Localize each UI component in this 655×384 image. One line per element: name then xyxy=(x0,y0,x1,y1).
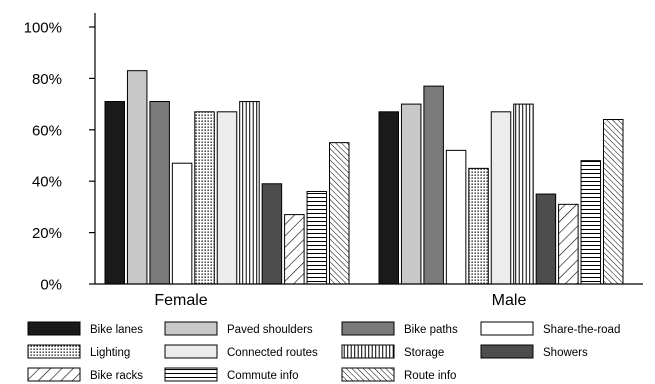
bar-female-share-the-road xyxy=(171,162,193,285)
legend-label-commute-info: Commute info xyxy=(227,370,299,382)
bar-female-storage xyxy=(239,101,260,285)
bar-male-connected-routes xyxy=(490,111,512,285)
bar-female-bike-racks xyxy=(284,214,305,285)
legend-swatch-bike-lanes xyxy=(27,321,81,336)
bar-female-commute-info xyxy=(306,190,328,285)
legend-label-storage: Storage xyxy=(404,347,444,359)
bar-male-bike-lanes xyxy=(378,111,399,285)
legend: Bike lanes Paved shoulders Bike paths Share… xyxy=(27,321,620,382)
x-category-label-male: Male xyxy=(492,292,527,309)
axes-layer: 0% 20% 40% 60% 80% 100% xyxy=(24,13,643,294)
legend-swatch-lighting xyxy=(27,344,81,359)
y-tick-label: 60% xyxy=(32,122,62,139)
bar-male-commute-info xyxy=(580,160,602,285)
y-tick-label: 0% xyxy=(40,277,62,294)
bar-female-lighting xyxy=(194,111,215,285)
legend-label-bike-lanes: Bike lanes xyxy=(90,324,143,336)
legend-swatch-paved-shoulders xyxy=(164,321,218,336)
legend-label-bike-paths: Bike paths xyxy=(404,324,458,336)
bar-male-showers xyxy=(535,193,557,285)
group-labels-layer: Female Male xyxy=(154,292,526,309)
bar-male-storage xyxy=(513,103,534,285)
bars-layer xyxy=(104,70,624,285)
legend-label-route-info: Route info xyxy=(404,370,456,382)
y-tick-label: 100% xyxy=(24,20,62,37)
x-category-label-female: Female xyxy=(154,292,207,309)
bar-male-bike-paths xyxy=(423,85,444,285)
bar-female-showers xyxy=(261,183,283,285)
legend-label-connected-routes: Connected routes xyxy=(227,347,318,359)
legend-swatch-connected-routes xyxy=(164,344,218,359)
legend-swatch-bike-paths xyxy=(341,321,395,336)
bar-female-paved-shoulders xyxy=(126,70,148,285)
legend-swatch-share-the-road xyxy=(480,321,534,336)
bar-male-bike-racks xyxy=(558,203,579,285)
legend-label-showers: Showers xyxy=(543,347,588,359)
legend-label-bike-racks: Bike racks xyxy=(90,370,143,382)
bar-female-bike-paths xyxy=(149,101,170,285)
bar-female-connected-routes xyxy=(216,111,238,285)
legend-label-paved-shoulders: Paved shoulders xyxy=(227,324,313,336)
bar-male-lighting xyxy=(468,167,489,285)
legend-label-share-the-road: Share-the-road xyxy=(543,324,620,336)
bar-male-route-info xyxy=(603,119,624,285)
y-tick-label: 40% xyxy=(32,174,62,191)
legend-label-lighting: Lighting xyxy=(90,347,130,359)
bar-male-paved-shoulders xyxy=(400,103,422,285)
legend-swatch-bike-racks xyxy=(27,367,81,382)
y-tick-label: 80% xyxy=(32,71,62,88)
legend-swatch-showers xyxy=(480,344,534,359)
legend-swatch-commute-info xyxy=(164,367,218,382)
bar-female-route-info xyxy=(329,142,350,285)
bar-female-bike-lanes xyxy=(104,101,125,285)
bar-male-share-the-road xyxy=(445,149,467,285)
legend-swatch-route-info xyxy=(341,367,395,382)
legend-swatch-storage xyxy=(341,344,395,359)
y-tick-label: 20% xyxy=(32,225,62,242)
